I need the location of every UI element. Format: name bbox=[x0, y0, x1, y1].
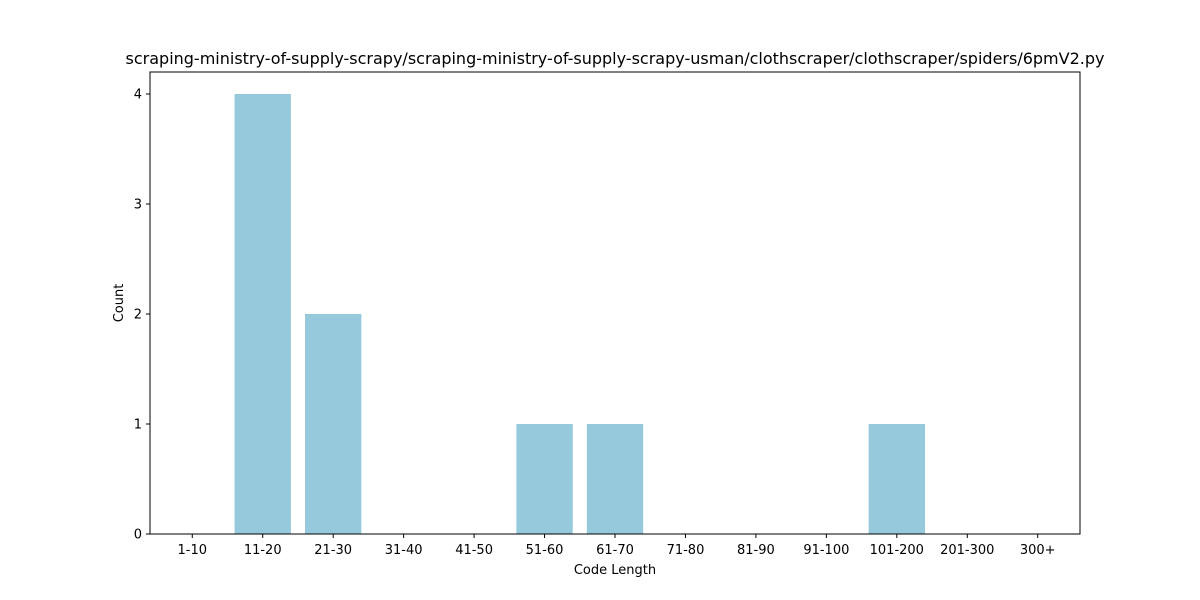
plot-frame bbox=[149, 71, 1081, 535]
x-tick-label: 61-70 bbox=[596, 543, 634, 558]
y-tick-label: 4 bbox=[134, 88, 142, 103]
x-tick-label: 51-60 bbox=[526, 543, 564, 558]
x-ticks: 1-10 11-20 21-30 31-40 41-50 51-60 61-70 71-80 8… bbox=[178, 534, 1056, 558]
y-ticks: 0 1 2 3 4 bbox=[134, 88, 150, 543]
bar-11-20 bbox=[234, 94, 291, 534]
y-tick-label: 1 bbox=[134, 418, 142, 433]
x-tick-label: 21-30 bbox=[314, 543, 352, 558]
x-tick-label: 31-40 bbox=[385, 543, 423, 558]
x-tick-label: 71-80 bbox=[667, 543, 705, 558]
bar-101-200 bbox=[868, 424, 925, 534]
x-tick-label: 81-90 bbox=[737, 543, 775, 558]
x-tick-label: 101-200 bbox=[870, 543, 924, 558]
bar-51-60 bbox=[516, 424, 573, 534]
x-axis-label: Code Length bbox=[574, 563, 656, 578]
y-tick-label: 3 bbox=[134, 198, 142, 213]
y-tick-label: 2 bbox=[134, 308, 142, 323]
bars-group bbox=[234, 94, 925, 534]
x-tick-label: 41-50 bbox=[455, 543, 493, 558]
x-tick-label: 91-100 bbox=[803, 543, 849, 558]
y-axis-label: Count bbox=[112, 284, 127, 323]
x-tick-label: 201-300 bbox=[940, 543, 994, 558]
x-tick-label: 1-10 bbox=[178, 543, 208, 558]
chart-title: scraping-ministry-of-supply-scrapy/scrap… bbox=[126, 49, 1105, 68]
bar-61-70 bbox=[586, 424, 644, 534]
x-tick-label: 300+ bbox=[1020, 543, 1056, 558]
bar-21-30 bbox=[305, 314, 362, 534]
x-tick-label: 11-20 bbox=[244, 543, 282, 558]
y-tick-label: 0 bbox=[134, 528, 142, 543]
